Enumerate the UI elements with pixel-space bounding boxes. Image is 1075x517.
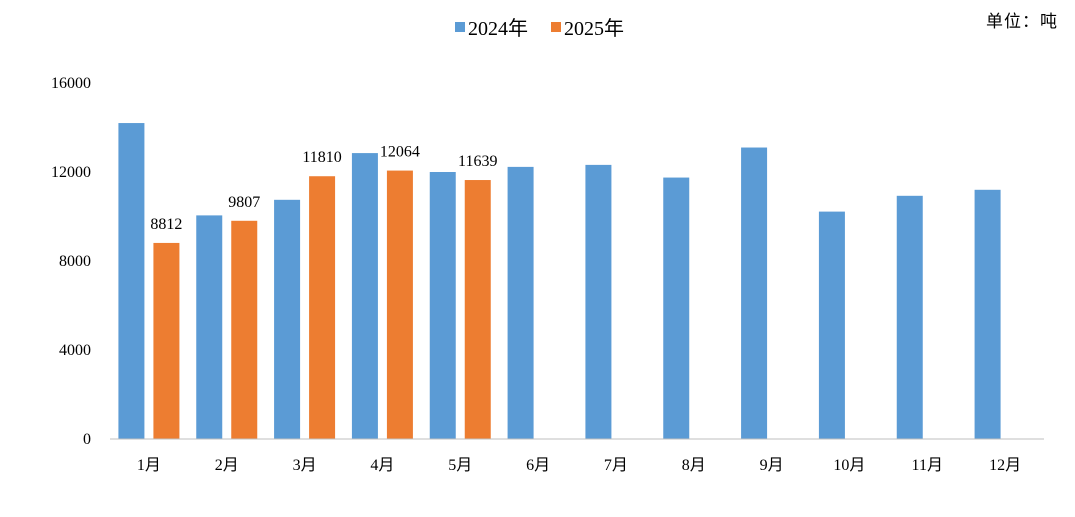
legend: 2024年 2025年 <box>455 17 624 40</box>
bar-2025-1 <box>153 242 180 439</box>
x-tick-label: 1月 <box>137 457 161 474</box>
legend-swatch-2025 <box>551 22 561 32</box>
x-tick-label: 6月 <box>526 457 550 474</box>
unit-label: 单位：吨 <box>986 12 1058 31</box>
bar-2024-6 <box>507 166 534 439</box>
x-tick-label: 8月 <box>682 457 706 474</box>
x-tick-label: 2月 <box>215 457 239 474</box>
bars <box>118 123 1001 440</box>
bar-2024-11 <box>896 195 923 439</box>
bar-2024-2 <box>196 215 223 439</box>
x-axis: 1月 2月 3月 4月 5月 6月 7月 8月 9月 10月 11月 12月 <box>137 457 1021 474</box>
x-tick-label: 11月 <box>912 457 943 474</box>
x-tick-label: 4月 <box>370 457 394 474</box>
y-tick-label: 16000 <box>51 75 91 92</box>
legend-label-2025: 2025年 <box>564 17 624 40</box>
data-label-2025-3: 11810 <box>302 149 341 166</box>
bar-2024-4 <box>351 153 378 439</box>
legend-item-2024: 2024年 <box>455 17 528 40</box>
bar-2025-5 <box>464 180 491 439</box>
y-tick-label: 8000 <box>59 253 91 270</box>
y-tick-label: 4000 <box>59 342 91 359</box>
legend-item-2025: 2025年 <box>551 17 624 40</box>
x-tick-label: 5月 <box>448 457 472 474</box>
bar-2024-5 <box>429 172 456 439</box>
legend-swatch-2024 <box>455 22 465 32</box>
data-label-2025-4: 12064 <box>380 144 420 161</box>
bar-2024-9 <box>741 147 768 439</box>
bar-2024-8 <box>663 177 690 439</box>
x-tick-label: 9月 <box>760 457 784 474</box>
data-label-2025-5: 11639 <box>458 153 497 170</box>
bar-2024-12 <box>974 189 1001 439</box>
bar-2025-3 <box>309 176 336 440</box>
data-labels: 8812 9807 11810 12064 11639 <box>150 144 497 233</box>
bar-2025-2 <box>231 220 258 439</box>
x-tick-label: 3月 <box>293 457 317 474</box>
x-tick-label: 7月 <box>604 457 628 474</box>
data-label-2025-1: 8812 <box>150 216 182 233</box>
bar-2024-10 <box>818 211 845 439</box>
bar-2024-7 <box>585 164 612 439</box>
y-axis: 0 4000 8000 12000 16000 <box>51 75 91 448</box>
bar-2024-1 <box>118 123 145 440</box>
x-tick-label: 12月 <box>989 457 1021 474</box>
y-tick-label: 12000 <box>51 164 91 181</box>
x-tick-label: 10月 <box>833 457 865 474</box>
legend-label-2024: 2024年 <box>468 17 528 40</box>
y-tick-label: 0 <box>83 431 91 448</box>
data-label-2025-2: 9807 <box>228 194 260 211</box>
bar-2024-3 <box>274 199 301 439</box>
bar-2025-4 <box>386 170 413 440</box>
